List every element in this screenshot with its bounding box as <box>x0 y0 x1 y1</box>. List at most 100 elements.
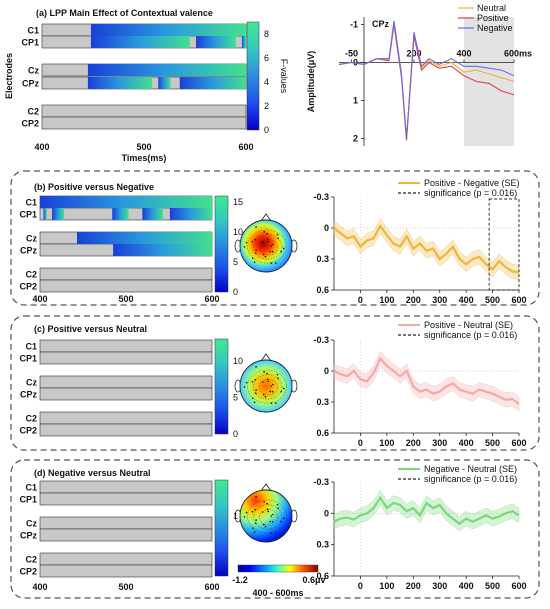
colorbar-tick-label: 6 <box>264 53 269 63</box>
electrode-dot <box>263 231 265 233</box>
electrode-dot <box>245 511 248 514</box>
x-tick-label: 600ms <box>504 49 532 59</box>
x-tick-label: 400 <box>456 49 471 59</box>
colorbar-tick-label: 0 <box>233 287 238 297</box>
row-label-cz: Cz <box>26 378 37 388</box>
electrode-dot <box>255 519 257 521</box>
y-tick-label: -0.3 <box>313 192 329 202</box>
electrode-dot <box>266 508 269 510</box>
electrode-dot <box>280 250 282 253</box>
y-tick-label: 0.6 <box>316 285 329 295</box>
significant-cell <box>179 77 246 89</box>
x-tick-label: 400 <box>459 581 474 591</box>
x-tick-label: 200 <box>406 49 421 59</box>
x-tick-label: 400 <box>459 295 474 305</box>
row-label-c1: C1 <box>27 26 39 36</box>
x-tick-label: 600 <box>511 295 526 305</box>
electrode-dot <box>282 247 285 250</box>
electrode-dot <box>243 246 246 248</box>
electrode-dot <box>245 241 248 244</box>
x-tick-label: 400 <box>34 142 49 152</box>
x-tick-label: 600 <box>204 294 219 304</box>
colorbar-tick-label: 0 <box>264 125 269 135</box>
row-label-cpz: CPz <box>20 246 38 256</box>
heatmap-row-background <box>39 552 213 566</box>
row-label-cpz: CPz <box>22 79 40 89</box>
electrode-dot <box>272 243 274 246</box>
mean-difference-line <box>333 495 520 526</box>
row-label-cp1: CP1 <box>21 38 39 48</box>
electrode-dot <box>253 531 256 533</box>
significant-cell <box>90 24 247 36</box>
legend-label-difference: Negative - Neutral (SE) <box>424 464 517 474</box>
topomap-scale-min: -1.2 <box>232 575 248 585</box>
significant-cell <box>196 36 236 48</box>
x-tick-label: 600 <box>511 581 526 591</box>
electrode-dot <box>251 257 254 259</box>
panel-d-heatmap: C1 CP1 Cz CPz C2 CP2 400 500 600 1 <box>19 479 238 592</box>
electrode-dot <box>253 401 256 403</box>
y-tick-label: 0.6 <box>316 571 329 581</box>
colorbar-tick-label: 10 <box>233 356 243 366</box>
x-tick-label: 300 <box>432 581 447 591</box>
significant-cell <box>142 208 163 220</box>
colorbar-tick-label: 2 <box>264 101 269 111</box>
row-label-c1: C1 <box>25 342 37 352</box>
electrode-dot <box>255 249 257 251</box>
legend-label-difference: Positive - Negative (SE) <box>424 178 520 188</box>
electrode-dot <box>267 510 270 513</box>
y-tick-label: -0.3 <box>313 335 329 345</box>
heatmap-row-background <box>39 564 213 578</box>
electrode-dot <box>277 377 279 380</box>
electrode-dot <box>282 387 285 390</box>
analysis-window-shade <box>464 17 514 146</box>
y-tick-label: 0 <box>353 58 358 68</box>
significant-cell <box>87 64 247 76</box>
electrode-dot <box>261 381 264 383</box>
row-label-cz: Cz <box>26 519 37 529</box>
y-tick-label: 0.6 <box>316 428 329 438</box>
electrode-dot <box>245 381 248 384</box>
electrode-dot <box>270 532 273 534</box>
row-label-c1: C1 <box>25 198 37 208</box>
legend-label-significance: significance (p = 0.016) <box>424 474 517 484</box>
row-label-cp1: CP1 <box>19 210 37 220</box>
colorbar-tick-label: 0 <box>233 429 238 439</box>
electrode-dot <box>280 390 282 393</box>
electrode-dot <box>272 383 274 386</box>
significant-cell <box>241 36 246 48</box>
panel-c-heatmap: C1 CP1 Cz CPz C2 CP2 0 5 10 <box>19 338 243 439</box>
topomap-scale-max: 0.6μv <box>302 575 325 585</box>
electrode-dot <box>266 238 269 240</box>
x-tick-label: 100 <box>379 438 394 448</box>
electrode-dot <box>262 393 265 396</box>
mean-difference-line <box>333 223 520 274</box>
electrode-dot <box>282 517 285 520</box>
colorbar <box>214 479 229 577</box>
contour-line <box>247 499 287 534</box>
x-tick-label: 0 <box>358 295 363 305</box>
colorbar-tick-label: 15 <box>233 197 243 207</box>
electrode-dot <box>266 372 268 375</box>
x-tick-label: 500 <box>118 582 133 592</box>
topomap-color-scale <box>237 564 319 573</box>
panel-c-title: (c) Positive versus Neutral <box>34 324 147 334</box>
contour-line <box>253 504 283 530</box>
legend-label-positive: Positive <box>477 13 509 23</box>
row-label-cz: Cz <box>28 66 39 76</box>
electrode-dot <box>271 520 274 523</box>
x-tick-label: 200 <box>406 438 421 448</box>
mean-difference-line <box>333 356 520 405</box>
row-label-c2: C2 <box>25 270 37 280</box>
electrode-dot <box>254 392 257 394</box>
electrode-dot <box>253 261 256 263</box>
significant-cell <box>87 77 153 89</box>
y-tick-label: 0 <box>324 366 329 376</box>
heatmap-row-background <box>39 267 213 281</box>
row-label-cp1: CP1 <box>19 354 37 364</box>
legend-label-significance: significance (p = 0.016) <box>424 330 517 340</box>
heatmap-row-background <box>41 104 247 118</box>
colorbar-label: F-values <box>279 59 289 94</box>
x-tick-label: 100 <box>379 581 394 591</box>
row-label-c2: C2 <box>27 107 39 117</box>
